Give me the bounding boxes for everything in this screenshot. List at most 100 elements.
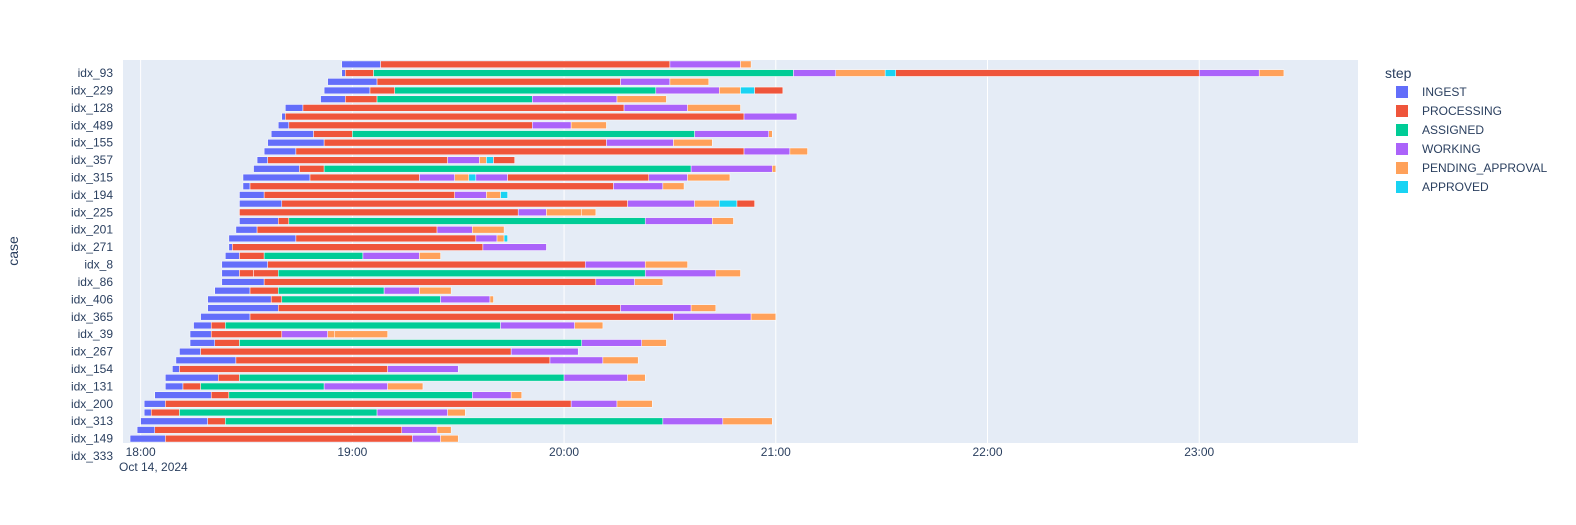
bar-segment-ingest[interactable] [270, 130, 314, 138]
bar-segment-processing[interactable] [302, 104, 625, 112]
bar-segment-working[interactable] [595, 278, 635, 286]
bar-segment-assigned[interactable] [225, 321, 501, 330]
bar-segment-processing[interactable] [210, 321, 226, 330]
legend-swatch-working[interactable] [1396, 143, 1408, 155]
bar-segment-approved[interactable] [503, 234, 508, 243]
bar-segment-assigned[interactable] [239, 339, 582, 347]
bar-segment-processing[interactable] [736, 199, 755, 208]
bar-segment-processing[interactable] [313, 130, 353, 138]
bar-segment-assigned[interactable] [225, 417, 664, 425]
legend-label-working[interactable]: WORKING [1422, 142, 1481, 156]
bar-segment-pending-approval[interactable] [673, 139, 713, 147]
bar-segment-pending-approval[interactable] [768, 130, 773, 138]
bar-segment-processing[interactable] [214, 339, 240, 347]
bar-segment-pending-approval[interactable] [574, 321, 604, 330]
bar-segment-approved[interactable] [884, 69, 897, 77]
bar-segment-pending-approval[interactable] [472, 226, 505, 234]
bar-segment-ingest[interactable] [278, 121, 290, 129]
bar-segment-ingest[interactable] [165, 382, 184, 391]
bar-segment-working[interactable] [475, 173, 508, 182]
bar-segment-assigned[interactable] [228, 391, 473, 399]
bar-segment-pending-approval[interactable] [419, 252, 441, 260]
bar-segment-working[interactable] [517, 208, 547, 216]
bar-segment-ingest[interactable] [281, 112, 286, 121]
bar-segment-pending-approval[interactable] [546, 208, 582, 216]
bar-segment-working[interactable] [376, 408, 448, 417]
bar-segment-working[interactable] [662, 417, 724, 425]
bar-segment-processing[interactable] [218, 374, 240, 382]
bar-segment-assigned[interactable] [394, 86, 657, 95]
bar-segment-processing[interactable] [239, 252, 265, 260]
bar-segment-working[interactable] [570, 400, 618, 408]
bar-segment-ingest[interactable] [267, 139, 325, 147]
legend-label-approved[interactable]: APPROVED [1422, 180, 1489, 194]
bar-segment-pending-approval[interactable] [690, 304, 717, 312]
bar-segment-processing[interactable] [493, 156, 515, 164]
bar-segment-assigned[interactable] [288, 217, 646, 225]
bar-segment-working[interactable] [454, 191, 487, 199]
bar-segment-ingest[interactable] [175, 356, 237, 364]
bar-segment-ingest[interactable] [239, 217, 279, 225]
bar-segment-ingest[interactable] [207, 295, 272, 304]
bar-segment-ingest[interactable] [140, 417, 208, 425]
bar-segment-ingest[interactable] [221, 260, 268, 269]
bar-segment-working[interactable] [669, 60, 741, 68]
bar-segment-working[interactable] [472, 391, 512, 399]
bar-segment-pending-approval[interactable] [715, 269, 741, 277]
bar-segment-pending-approval[interactable] [772, 165, 777, 173]
bar-segment-ingest[interactable] [136, 426, 156, 434]
bar-segment-pending-approval[interactable] [447, 408, 466, 417]
bar-segment-pending-approval[interactable] [687, 104, 741, 112]
bar-segment-processing[interactable] [249, 182, 614, 190]
bar-segment-ingest[interactable] [242, 173, 311, 182]
bar-segment-working[interactable] [620, 78, 671, 86]
bar-segment-processing[interactable] [345, 69, 374, 77]
bar-segment-ingest[interactable] [253, 165, 300, 173]
bar-segment-assigned[interactable] [281, 295, 441, 304]
bar-segment-pending-approval[interactable] [669, 78, 709, 86]
bar-segment-pending-approval[interactable] [327, 330, 335, 338]
legend-label-ingest[interactable]: INGEST [1422, 85, 1467, 99]
bar-segment-processing[interactable] [256, 226, 438, 234]
bar-segment-processing[interactable] [295, 234, 477, 243]
legend-swatch-processing[interactable] [1396, 105, 1408, 117]
bar-segment-working[interactable] [606, 139, 674, 147]
bar-segment-ingest[interactable] [327, 78, 378, 86]
bar-segment-working[interactable] [793, 69, 837, 77]
bar-segment-pending-approval[interactable] [486, 191, 501, 199]
bar-segment-working[interactable] [584, 260, 646, 269]
bar-segment-assigned[interactable] [278, 287, 385, 295]
bar-segment-working[interactable] [510, 347, 579, 356]
bar-segment-pending-approval[interactable] [750, 313, 777, 321]
legend-label-assigned[interactable]: ASSIGNED [1422, 123, 1484, 137]
bar-segment-working[interactable] [690, 165, 773, 173]
bar-segment-working[interactable] [482, 243, 547, 251]
bar-segment-processing[interactable] [179, 365, 388, 373]
bar-segment-pending-approval[interactable] [722, 417, 773, 425]
bar-segment-processing[interactable] [278, 217, 290, 225]
bar-segment-pending-approval[interactable] [440, 435, 459, 443]
bar-segment-processing[interactable] [200, 347, 512, 356]
bar-segment-assigned[interactable] [200, 382, 325, 391]
bar-segment-working[interactable] [500, 321, 575, 330]
bar-segment-pending-approval[interactable] [641, 339, 667, 347]
bar-segment-processing[interactable] [376, 78, 621, 86]
bar-segment-pending-approval[interactable] [616, 400, 653, 408]
bar-segment-processing[interactable] [182, 382, 201, 391]
legend-swatch-approved[interactable] [1396, 181, 1408, 193]
bar-segment-processing[interactable] [150, 408, 180, 417]
bar-segment-assigned[interactable] [278, 269, 646, 277]
bar-segment-pending-approval[interactable] [616, 95, 667, 103]
bar-segment-ingest[interactable] [189, 339, 215, 347]
bar-segment-working[interactable] [743, 147, 791, 156]
bar-segment-approved[interactable] [719, 199, 738, 208]
bar-segment-assigned[interactable] [373, 69, 794, 77]
bar-segment-processing[interactable] [895, 69, 1200, 77]
bar-segment-ingest[interactable] [143, 400, 166, 408]
bar-segment-assigned[interactable] [376, 95, 533, 103]
bar-segment-working[interactable] [475, 234, 498, 243]
bar-segment-pending-approval[interactable] [687, 173, 731, 182]
bar-segment-working[interactable] [648, 173, 688, 182]
bar-segment-pending-approval[interactable] [627, 374, 646, 382]
bar-segment-assigned[interactable] [239, 374, 565, 382]
